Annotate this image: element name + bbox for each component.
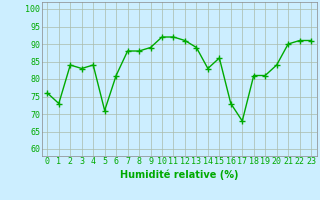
X-axis label: Humidité relative (%): Humidité relative (%) <box>120 169 238 180</box>
